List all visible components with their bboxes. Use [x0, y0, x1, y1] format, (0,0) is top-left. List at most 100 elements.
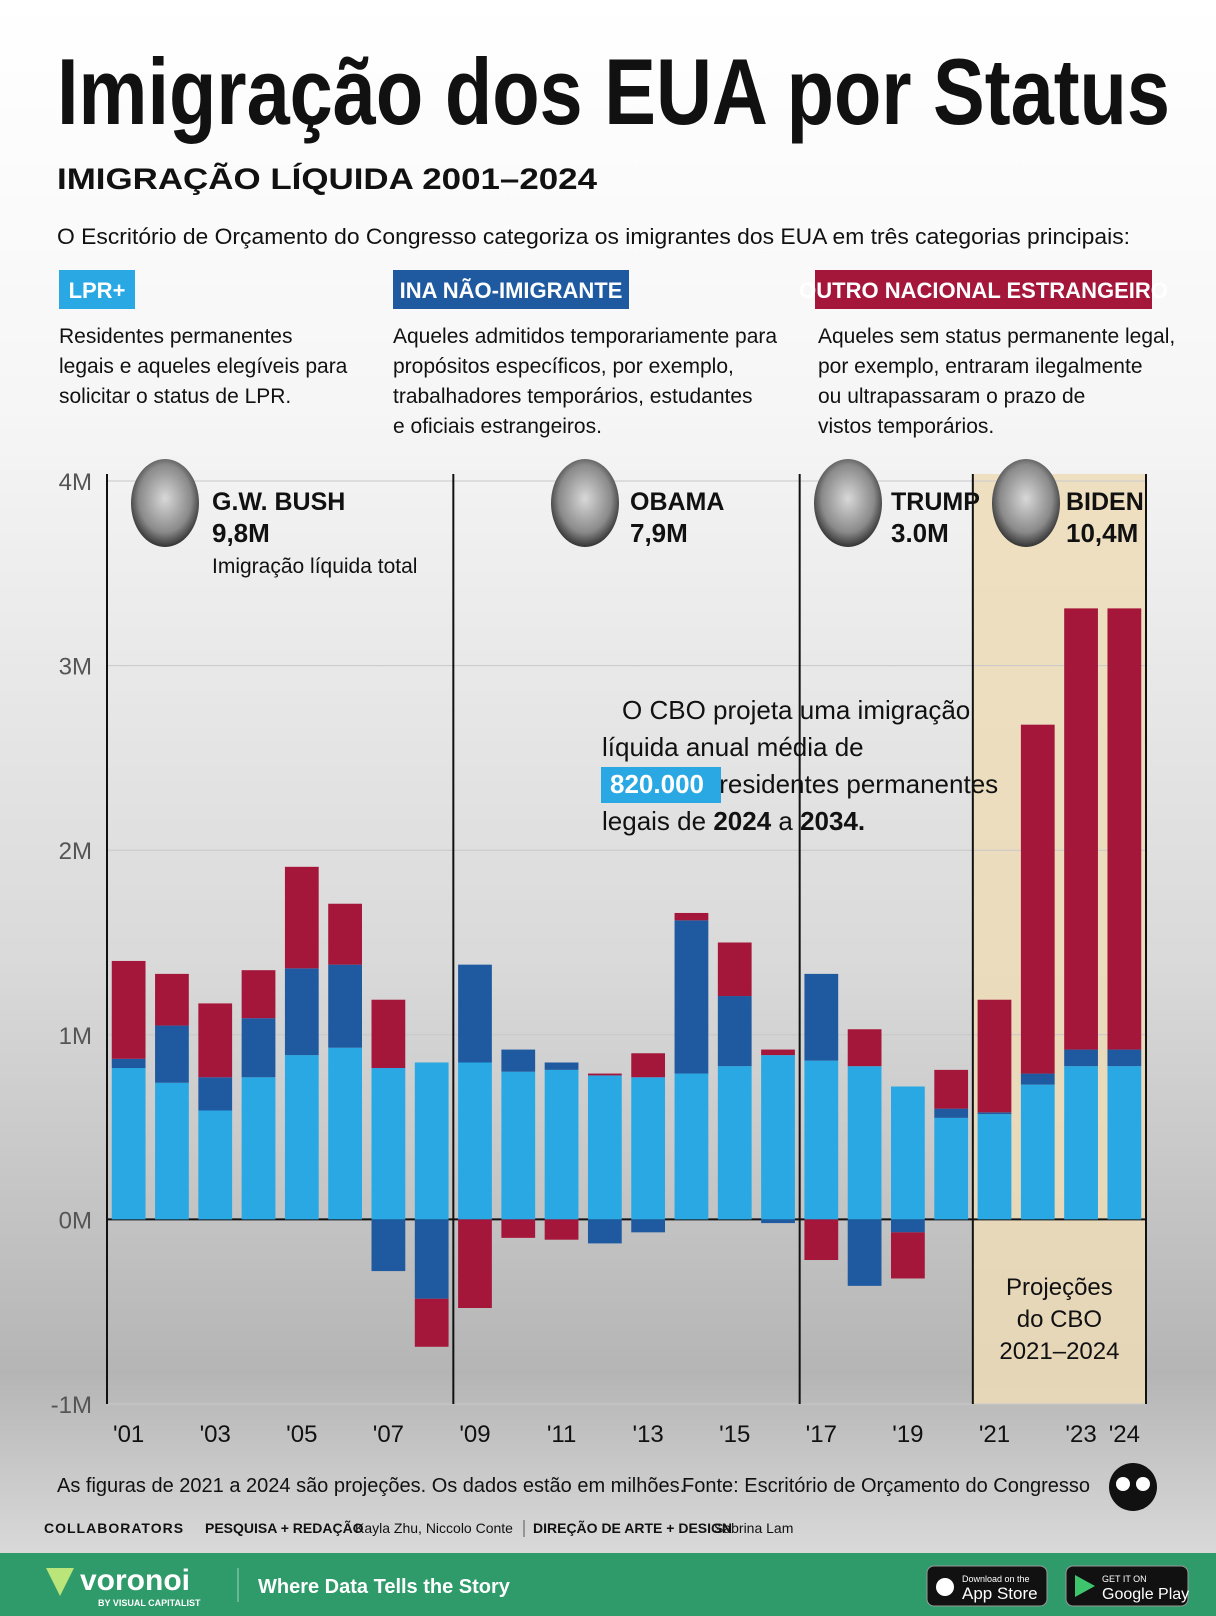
x-tick-label: '11 [547, 1421, 577, 1448]
y-tick-label: 2M [59, 838, 92, 865]
bar-segment [501, 1071, 536, 1220]
bar-segment [717, 1066, 752, 1220]
callout-text: líquida anual média de [602, 732, 864, 762]
bar-segment [804, 973, 839, 1061]
bar-segment [761, 1049, 795, 1056]
footer-note: As figuras de 2021 a 2024 são projeções.… [57, 1475, 685, 1497]
y-tick-label: 3M [59, 654, 92, 681]
bar-segment [458, 1219, 492, 1309]
bar-segment [241, 1077, 276, 1220]
bar-segment [847, 1029, 882, 1067]
legend-description: legais e aqueles elegíveis para [59, 355, 348, 378]
bar-segment [155, 1025, 189, 1083]
bar-segment [587, 1219, 622, 1244]
bar-segment [111, 1068, 146, 1220]
x-tick-label: '05 [286, 1421, 317, 1448]
collaborators: COLLABORATORS [44, 1520, 184, 1536]
app-store-small: Download on the [962, 1574, 1030, 1584]
callout-highlight-text: 820.000 [610, 769, 704, 799]
president-name: G.W. BUSH [212, 488, 345, 516]
app-store: App Store [962, 1584, 1038, 1603]
x-tick-label: '09 [459, 1421, 490, 1448]
bar-segment [241, 970, 276, 1019]
bar-segment [934, 1069, 969, 1109]
legend-box [59, 270, 135, 309]
legend-description: trabalhadores temporários, estudantes [393, 385, 753, 408]
legend-description: solicitar o status de LPR. [59, 385, 291, 408]
y-tick-label: -1M [51, 1392, 92, 1419]
y-tick-label: 1M [59, 1023, 92, 1050]
bar-segment [414, 1298, 449, 1347]
projection-note: do CBO [1017, 1306, 1102, 1333]
bar-segment [544, 1062, 579, 1070]
callout-line: O CBO projeta uma imigração [622, 695, 970, 725]
bar-segment [804, 1060, 839, 1220]
callout-highlight [601, 767, 721, 803]
credit-label: PESQUISA + REDAÇÃO [205, 1519, 364, 1536]
bar-segment [674, 920, 709, 1074]
president-note: Imigração líquida total [212, 555, 417, 578]
bar-segment [284, 968, 319, 1056]
legend-description: e oficiais estrangeiros. [393, 415, 602, 438]
callout-line: líquida anual média de [602, 732, 864, 762]
play-icon [1075, 1575, 1095, 1597]
brand-name: voronoi [80, 1564, 190, 1597]
x-tick-label: '07 [373, 1421, 404, 1448]
bar-segment [371, 999, 406, 1069]
bar-segment [328, 964, 362, 1048]
bar-segment [1064, 1049, 1098, 1067]
president-total: 9,8M [212, 518, 270, 548]
bar-segment [761, 1219, 795, 1224]
legend-label: LPR+ [69, 278, 126, 303]
credit-label: DIREÇÃO DE ARTE + DESIGN [533, 1519, 732, 1536]
bar-segment [371, 1219, 406, 1272]
legend-description: ou ultrapassaram o prazo de [818, 385, 1085, 408]
projection-note: 2021–2024 [999, 1338, 1119, 1365]
president-total: 7,9M [630, 518, 688, 548]
bar-segment [847, 1219, 882, 1286]
president-total: 3.0M [891, 518, 949, 548]
logo-icon [1109, 1463, 1157, 1511]
president-portrait [992, 459, 1060, 547]
bar-segment [328, 1047, 362, 1220]
bar-segment [544, 1219, 579, 1240]
bar-segment [587, 1075, 622, 1220]
legend-description: por exemplo, entraram ilegalmente [818, 355, 1143, 378]
intro: O Escritório de Orçamento do Congresso c… [57, 224, 1130, 249]
x-tick-label: '13 [633, 1421, 664, 1448]
bar-segment [891, 1232, 925, 1279]
bar-segment [284, 1055, 319, 1220]
brand-sub: BY VISUAL CAPITALIST [98, 1598, 201, 1608]
bar-segment [284, 866, 319, 969]
logo-eye [1116, 1477, 1130, 1491]
bar-segment [501, 1219, 536, 1238]
bar-segment [111, 1058, 146, 1069]
google-play-button [1065, 1565, 1189, 1607]
president-portrait [551, 459, 619, 547]
apple-icon [936, 1578, 954, 1596]
tagline: Where Data Tells the Story [258, 1576, 511, 1598]
legend-description: propósitos específicos, por exemplo, [393, 355, 734, 378]
bar-segment [631, 1053, 666, 1078]
bar-segment [414, 1062, 449, 1220]
bar-segment [891, 1219, 925, 1233]
bar-segment [674, 1073, 709, 1220]
bar-segment [1107, 608, 1142, 1050]
bar-segment [1107, 1066, 1142, 1220]
bar-segment [847, 1066, 882, 1220]
callout-text: a [771, 806, 800, 836]
bar-segment [371, 1068, 406, 1220]
legend-box [393, 270, 629, 309]
subtitle: IMIGRAÇÃO LÍQUIDA 2001–2024 [57, 162, 597, 196]
callout-text: 2024 [713, 806, 771, 836]
bar-segment [414, 1219, 449, 1299]
president-name: OBAMA [630, 488, 724, 516]
bar-segment [544, 1069, 579, 1220]
logo-eye [1136, 1477, 1150, 1491]
google-play-small: GET IT ON [1102, 1574, 1147, 1584]
bar-segment [198, 1003, 233, 1078]
source: Fonte: Escritório de Orçamento do Congre… [682, 1475, 1090, 1497]
google-play: Google Play [1102, 1586, 1189, 1603]
